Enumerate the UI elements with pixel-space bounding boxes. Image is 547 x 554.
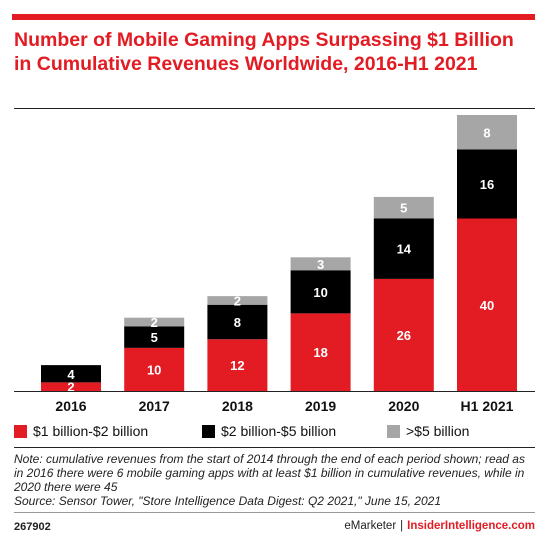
brand-separator: |: [400, 520, 404, 532]
bar-value-label: 16: [480, 177, 494, 192]
bar-segment: [373, 196, 434, 219]
x-tick-label: 2019: [305, 398, 336, 414]
bar-segment: [41, 382, 101, 391]
legend-label: >$5 billion: [406, 423, 470, 439]
stacked-bar-chart: 2420161052201712822018181032019261452020…: [14, 115, 535, 414]
bar-segment: [290, 270, 351, 314]
bar-value-label: 18: [313, 345, 327, 360]
bar-value-label: 8: [234, 315, 241, 330]
bar-value-label: 2: [67, 380, 74, 395]
header-accent-bar: [12, 14, 535, 20]
bar-segment: [124, 317, 185, 327]
legend-label: $1 billion-$2 billion: [33, 423, 149, 439]
bar-segment: [457, 115, 517, 150]
bar-segment: [373, 278, 434, 391]
bar-value-label: 2: [151, 315, 158, 330]
legend-swatch-gray: [387, 424, 400, 438]
x-tick-label: 2018: [222, 398, 253, 414]
x-tick-label: H1 2021: [461, 398, 514, 414]
bar-value-label: 10: [313, 285, 327, 300]
bar-value-label: 5: [400, 201, 407, 216]
chart-note: Note: cumulative revenues from the start…: [14, 452, 535, 508]
chart-title: Number of Mobile Gaming Apps Surpassing …: [14, 29, 514, 75]
chart-id: 267902: [14, 521, 51, 533]
source-text: Source: Sensor Tower, "Store Intelligenc…: [14, 494, 442, 508]
x-tick-label: 2017: [139, 398, 170, 414]
footer-brand: eMarketer | InsiderIntelligence.com: [344, 520, 535, 532]
bar-value-label: 8: [483, 125, 490, 140]
x-tick-label: 2016: [55, 398, 86, 414]
legend-label: $2 billion-$5 billion: [221, 423, 337, 439]
note-text: Note: cumulative revenues from the start…: [14, 452, 525, 494]
bar-segment: [41, 365, 101, 383]
bar-segment: [290, 257, 351, 271]
brand-site-link[interactable]: InsiderIntelligence.com: [407, 520, 535, 532]
legend-swatch-red: [14, 424, 27, 438]
legend-item-1b-2b: $1 billion-$2 billion: [14, 423, 148, 439]
legend-item-over-5b: >$5 billion: [387, 423, 469, 439]
title-divider: [14, 108, 535, 109]
bar-segment: [373, 218, 434, 279]
bar-value-label: 12: [230, 358, 244, 373]
bar-value-label: 2: [234, 293, 241, 308]
bar-segment: [457, 149, 517, 219]
legend-item-2b-5b: $2 billion-$5 billion: [202, 423, 336, 439]
bar-segment: [290, 313, 351, 391]
bar-segment: [124, 347, 185, 391]
bar-segment: [207, 296, 268, 305]
bar-value-label: 14: [397, 242, 412, 257]
x-tick-label: 2020: [388, 398, 419, 414]
bar-value-label: 4: [67, 367, 75, 382]
brand-name: eMarketer: [344, 520, 397, 532]
legend-swatch-black: [202, 424, 215, 438]
bar-segment: [124, 326, 185, 348]
footer-divider: [14, 512, 535, 513]
chart-legend: $1 billion-$2 billion $2 billion-$5 bill…: [14, 423, 535, 443]
bar-value-label: 26: [397, 328, 411, 343]
bar-segment: [207, 339, 268, 391]
bar-value-label: 10: [147, 362, 161, 377]
bar-value-label: 40: [480, 298, 494, 313]
bar-segment: [457, 218, 517, 391]
bar-segment: [207, 304, 268, 340]
bar-value-label: 3: [317, 257, 324, 272]
bar-value-label: 5: [151, 330, 158, 345]
legend-divider: [14, 447, 535, 448]
